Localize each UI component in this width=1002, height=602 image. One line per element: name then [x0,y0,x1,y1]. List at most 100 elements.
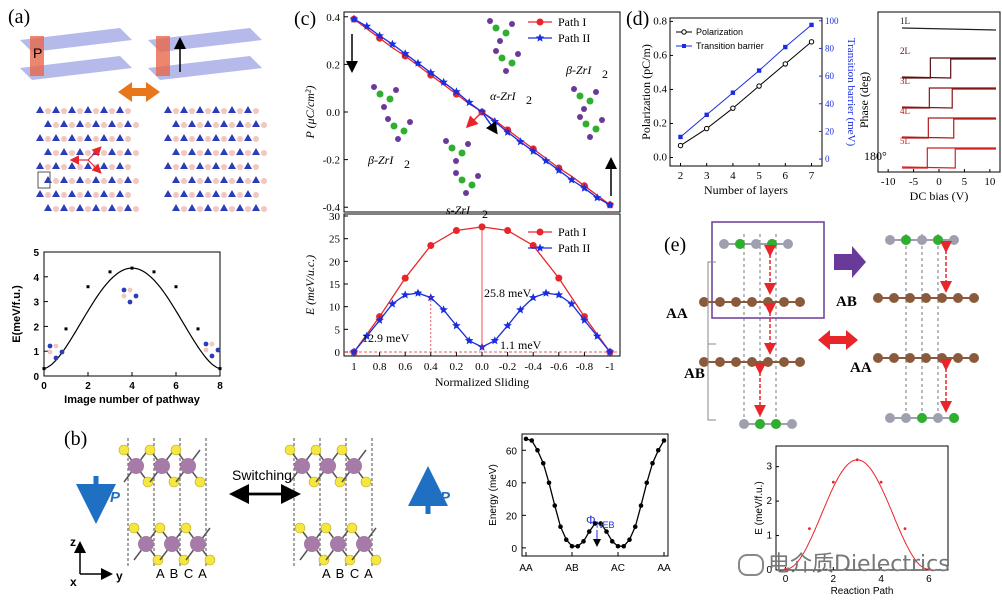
a-y-tick-label: 1 [33,347,39,358]
a-inset-atom [203,347,209,353]
b-axes-triad-icon [74,541,113,580]
d1-polarization-point [703,125,710,132]
b-data-point [535,447,540,453]
c2-y-tick-label: 5 [335,324,341,336]
b-x-tick-label: AC [611,563,625,574]
a-lattice-atom-pink [197,150,203,156]
c1-point-path2 [592,193,602,202]
a-lattice-atom-pink [61,136,67,142]
c1-point-path2 [375,31,384,40]
a-lattice-atom-pink [53,122,59,128]
a-lattice-atom-blue [68,106,76,113]
e-y-tick-label: 3 [766,462,772,473]
c2-x-tick-label: -0.2 [499,361,516,373]
c2-x-tick-label: 0.0 [475,361,489,373]
a-lattice-atom-blue [124,176,132,183]
c-i-atom [487,18,493,24]
d1-legend-marker [682,44,686,48]
c-i-atom [493,48,499,54]
e-left-low-atom [747,357,757,367]
c2-point-path1 [401,274,409,282]
a-lattice-atom-blue [68,134,76,141]
c1-point-path2 [426,68,436,77]
c2-point-path1 [529,241,537,249]
b-p-label-right: P [440,489,451,506]
c2-x-tick-label: -0.8 [576,361,594,373]
e-left-mid-atom [747,297,757,307]
chart-d-polarization: 2 3 4 5 6 7 0.0 0.2 0.4 0.6 0.8 0 20 40 60 80 100 Number … [639,15,857,197]
c1-legend-marker [535,33,545,42]
c-beta-left-label: β-ZrI [367,153,394,167]
c-zr-atom [498,54,506,62]
c2-point-path2 [567,299,576,308]
d1-barrier-point [730,90,736,95]
b-switching-label: Switching [232,467,292,483]
a-inset-atom [133,293,139,299]
a-lattice-atom-blue [196,134,204,141]
a-lattice-atom-pink [101,122,107,128]
a-lattice-atom-pink [245,122,251,128]
d2-layer-label: 4L [900,106,910,116]
a-lattice-atom-blue [108,120,116,127]
a-y-tick-label: 2 [33,322,39,333]
e-right-top-atom [949,235,959,245]
c-zr-atom [582,120,590,128]
a-lattice-atom-pink [53,178,59,184]
b-metal-atom [330,536,346,552]
a-lattice-atom-blue [100,162,108,169]
b-y-tick-label: 60 [506,446,518,457]
b-chalcogen-atom [310,444,322,456]
c-i-atom [465,141,471,147]
d2-loop-curve [901,57,996,79]
c1-point-path2 [464,98,474,107]
a-lattice-atom-blue [164,106,172,113]
a-lattice-atom-pink [237,192,243,198]
b-x-tick-label: AA [657,563,671,574]
a-x-axis-label: Image number of pathway [64,394,201,406]
e-right-top-atom [885,235,895,245]
e-x-axis-label: Reaction Path [831,586,894,597]
e-aa-label-1: AA [666,306,688,322]
a-lattice-atom-pink [69,178,75,184]
a-lattice-atom-pink [261,150,267,156]
d2-x-tick-label: -5 [909,176,919,188]
d1-y-tick-label: 0.8 [653,15,667,27]
e-aa-label-2: AA [850,360,872,376]
e-left-mid-atom [731,297,741,307]
a-lattice-atom-blue [76,148,84,155]
e-left-mid-atom [715,297,725,307]
e-right-mid-atom [889,293,899,303]
a-energy-line [43,267,221,370]
e-right-mid-atom [873,293,883,303]
c-i-atom [463,190,469,196]
c2-legend-marker [535,243,545,252]
a-lattice-atom-pink [45,108,51,114]
a-lattice-atom-pink [69,206,75,212]
c2-point-path2 [362,331,372,340]
e-right-bottom-green [949,413,959,423]
a-lattice-atom-pink [197,122,203,128]
a-unit-cell-box [37,171,51,189]
e-left-mid-atom [779,297,789,307]
c2-annotation-129: 12.9 meV [362,331,410,345]
b-axis-y-label: y [116,569,123,583]
c1-point-path2 [349,14,359,23]
b-data-point [598,521,604,526]
a-lattice-atom-blue [252,120,260,127]
e-left-top-atom [783,239,793,249]
a-lattice-atom-pink [109,192,115,198]
a-x-tick-label: 8 [217,381,223,392]
e-left-low-atom [763,357,773,367]
c-i-atom [443,138,449,144]
a-lattice-atom-blue [188,148,196,155]
e-data-point [784,567,787,571]
c2-point-path2 [375,315,384,324]
d1-x-axis-label: Number of layers [704,183,788,197]
a-lattice-atom-pink [253,108,259,114]
b-chalcogen-atom [370,554,382,566]
c2-y-tick-label: 15 [329,279,341,291]
c2-point-path1 [478,223,486,231]
b-chalcogen-atom [168,476,180,488]
a-y-axis-label: E(meV/f.u.) [11,285,23,343]
a-lattice-atom-blue [92,204,100,211]
